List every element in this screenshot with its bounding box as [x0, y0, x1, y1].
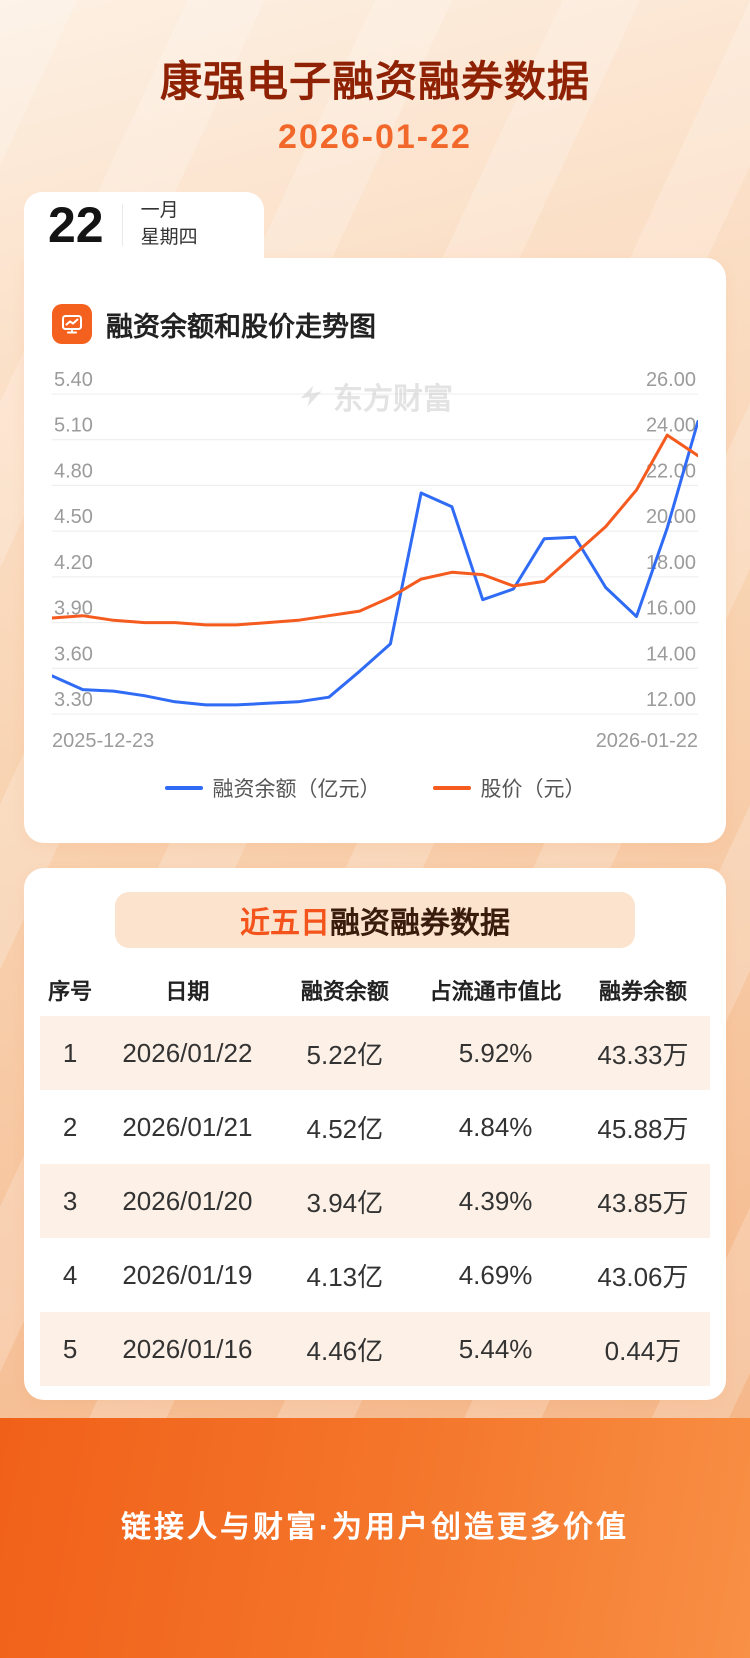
svg-text:3.30: 3.30	[54, 689, 93, 711]
legend-swatch-stock-price	[432, 786, 471, 790]
table-cell: 2	[62, 1111, 78, 1142]
table-cell: 43.06万	[597, 1261, 689, 1292]
date-weekday: 星期四	[140, 227, 198, 248]
table-cell: 2026/01/21	[122, 1111, 253, 1142]
svg-text:3.60: 3.60	[54, 643, 93, 665]
legend-swatch-financing-balance	[164, 786, 203, 790]
column-header: 日期	[165, 979, 210, 1004]
table-title-rest: 融资融券数据	[330, 907, 510, 940]
table-cell: 4.13亿	[306, 1261, 384, 1292]
table-cell: 45.88万	[597, 1113, 689, 1144]
table-cell: 3	[62, 1185, 78, 1216]
x-axis-end-label: 2026-01-22	[595, 730, 698, 752]
table-row: 5 2026/01/16 4.46亿 5.44% 0.44万	[40, 1312, 710, 1386]
legend-item-financing-balance: 融资余额（亿元）	[164, 773, 381, 803]
footer: 链接人与财富·为用户创造更多价值	[0, 1418, 750, 1658]
x-axis-start-label: 2025-12-23	[52, 730, 155, 752]
table-row: 4 2026/01/19 4.13亿 4.69% 43.06万	[40, 1238, 710, 1312]
legend-label: 融资余额（亿元）	[212, 778, 381, 801]
svg-text:5.40: 5.40	[54, 369, 93, 391]
svg-text:12.00: 12.00	[646, 689, 696, 711]
table-cell: 0.44万	[604, 1335, 682, 1366]
table-cell: 3.94亿	[306, 1187, 384, 1218]
svg-text:14.00: 14.00	[646, 643, 696, 665]
chart-section-head: 融资余额和股价走势图	[52, 258, 698, 344]
svg-text:4.80: 4.80	[54, 460, 93, 482]
column-header: 占流通市值比	[429, 979, 562, 1004]
table-row: 3 2026/01/20 3.94亿 4.39% 43.85万	[40, 1164, 710, 1238]
table-row: 2 2026/01/21 4.52亿 4.84% 45.88万	[40, 1090, 710, 1164]
table-cell: 4.46亿	[306, 1335, 384, 1366]
table-cell: 4.84%	[458, 1111, 533, 1142]
date-meta: 一月 星期四	[141, 198, 198, 251]
date-day: 22	[48, 197, 104, 253]
table-cell: 4	[62, 1259, 78, 1290]
svg-text:24.00: 24.00	[646, 415, 696, 437]
date-month: 一月	[140, 200, 179, 222]
table-cell: 2026/01/20	[122, 1185, 253, 1216]
table-cell: 4.39%	[458, 1185, 533, 1216]
column-header: 融资余额	[300, 979, 389, 1004]
svg-text:4.50: 4.50	[54, 506, 93, 528]
table-cell: 43.85万	[597, 1187, 689, 1218]
legend-item-stock-price: 股价（元）	[432, 773, 586, 803]
table-title-highlight: 近五日	[240, 907, 330, 940]
margin-data-table: 序号 日期 融资余额 占流通市值比 融券余额 1 2026/01/22 5.22…	[40, 964, 710, 1386]
svg-text:16.00: 16.00	[646, 598, 696, 620]
svg-text:22.00: 22.00	[646, 460, 696, 482]
svg-text:3.90: 3.90	[54, 598, 93, 620]
table-cell: 5	[62, 1333, 78, 1364]
column-header: 序号	[48, 979, 93, 1004]
column-header: 融券余额	[598, 979, 687, 1004]
divider	[121, 204, 123, 246]
legend-label: 股价（元）	[480, 778, 586, 801]
page-title: 康强电子融资融券数据	[159, 58, 590, 105]
footer-slogan: 链接人与财富·为用户创造更多价值	[121, 1511, 629, 1544]
table-cell: 2026/01/16	[122, 1333, 253, 1364]
table-card: 近五日 融资融券数据 东方财富 序号 日期 融资余额 占流通市值比 融券余额 1…	[24, 868, 726, 1400]
trend-chart-icon	[52, 304, 92, 344]
date-card: 22 一月 星期四	[24, 192, 264, 258]
table-cell: 5.44%	[458, 1333, 533, 1364]
table-cell: 2026/01/22	[122, 1037, 253, 1068]
table-cell: 2026/01/19	[122, 1259, 253, 1290]
svg-text:26.00: 26.00	[646, 369, 696, 391]
table-cell: 4.52亿	[306, 1113, 384, 1144]
svg-text:4.20: 4.20	[54, 552, 93, 574]
x-axis-labels: 2025-12-23 2026-01-22	[52, 730, 698, 753]
chart-section-title: 融资余额和股价走势图	[106, 311, 376, 342]
table-cell: 4.69%	[458, 1259, 533, 1290]
header-date: 2026-01-22	[278, 118, 472, 156]
chart-card: 融资余额和股价走势图 东方财富 5.40 26.00 5.10 24.00 4.80 22…	[24, 258, 726, 843]
table-row: 1 2026/01/22 5.22亿 5.92% 43.33万	[40, 1016, 710, 1090]
table-cell: 5.92%	[458, 1037, 533, 1068]
svg-text:5.10: 5.10	[54, 415, 93, 437]
table-header-row: 序号 日期 融资余额 占流通市值比 融券余额	[40, 964, 710, 1016]
table-cell: 43.33万	[597, 1039, 689, 1070]
chart-legend: 融资余额（亿元） 股价（元）	[52, 773, 698, 803]
table-cell: 5.22亿	[306, 1039, 384, 1070]
table-title-badge: 近五日 融资融券数据	[115, 892, 635, 948]
table-cell: 1	[62, 1037, 78, 1068]
dual-axis-line-chart: 5.40 26.005.10 24.004.80 22.004.50 20.004.20…	[52, 369, 698, 715]
